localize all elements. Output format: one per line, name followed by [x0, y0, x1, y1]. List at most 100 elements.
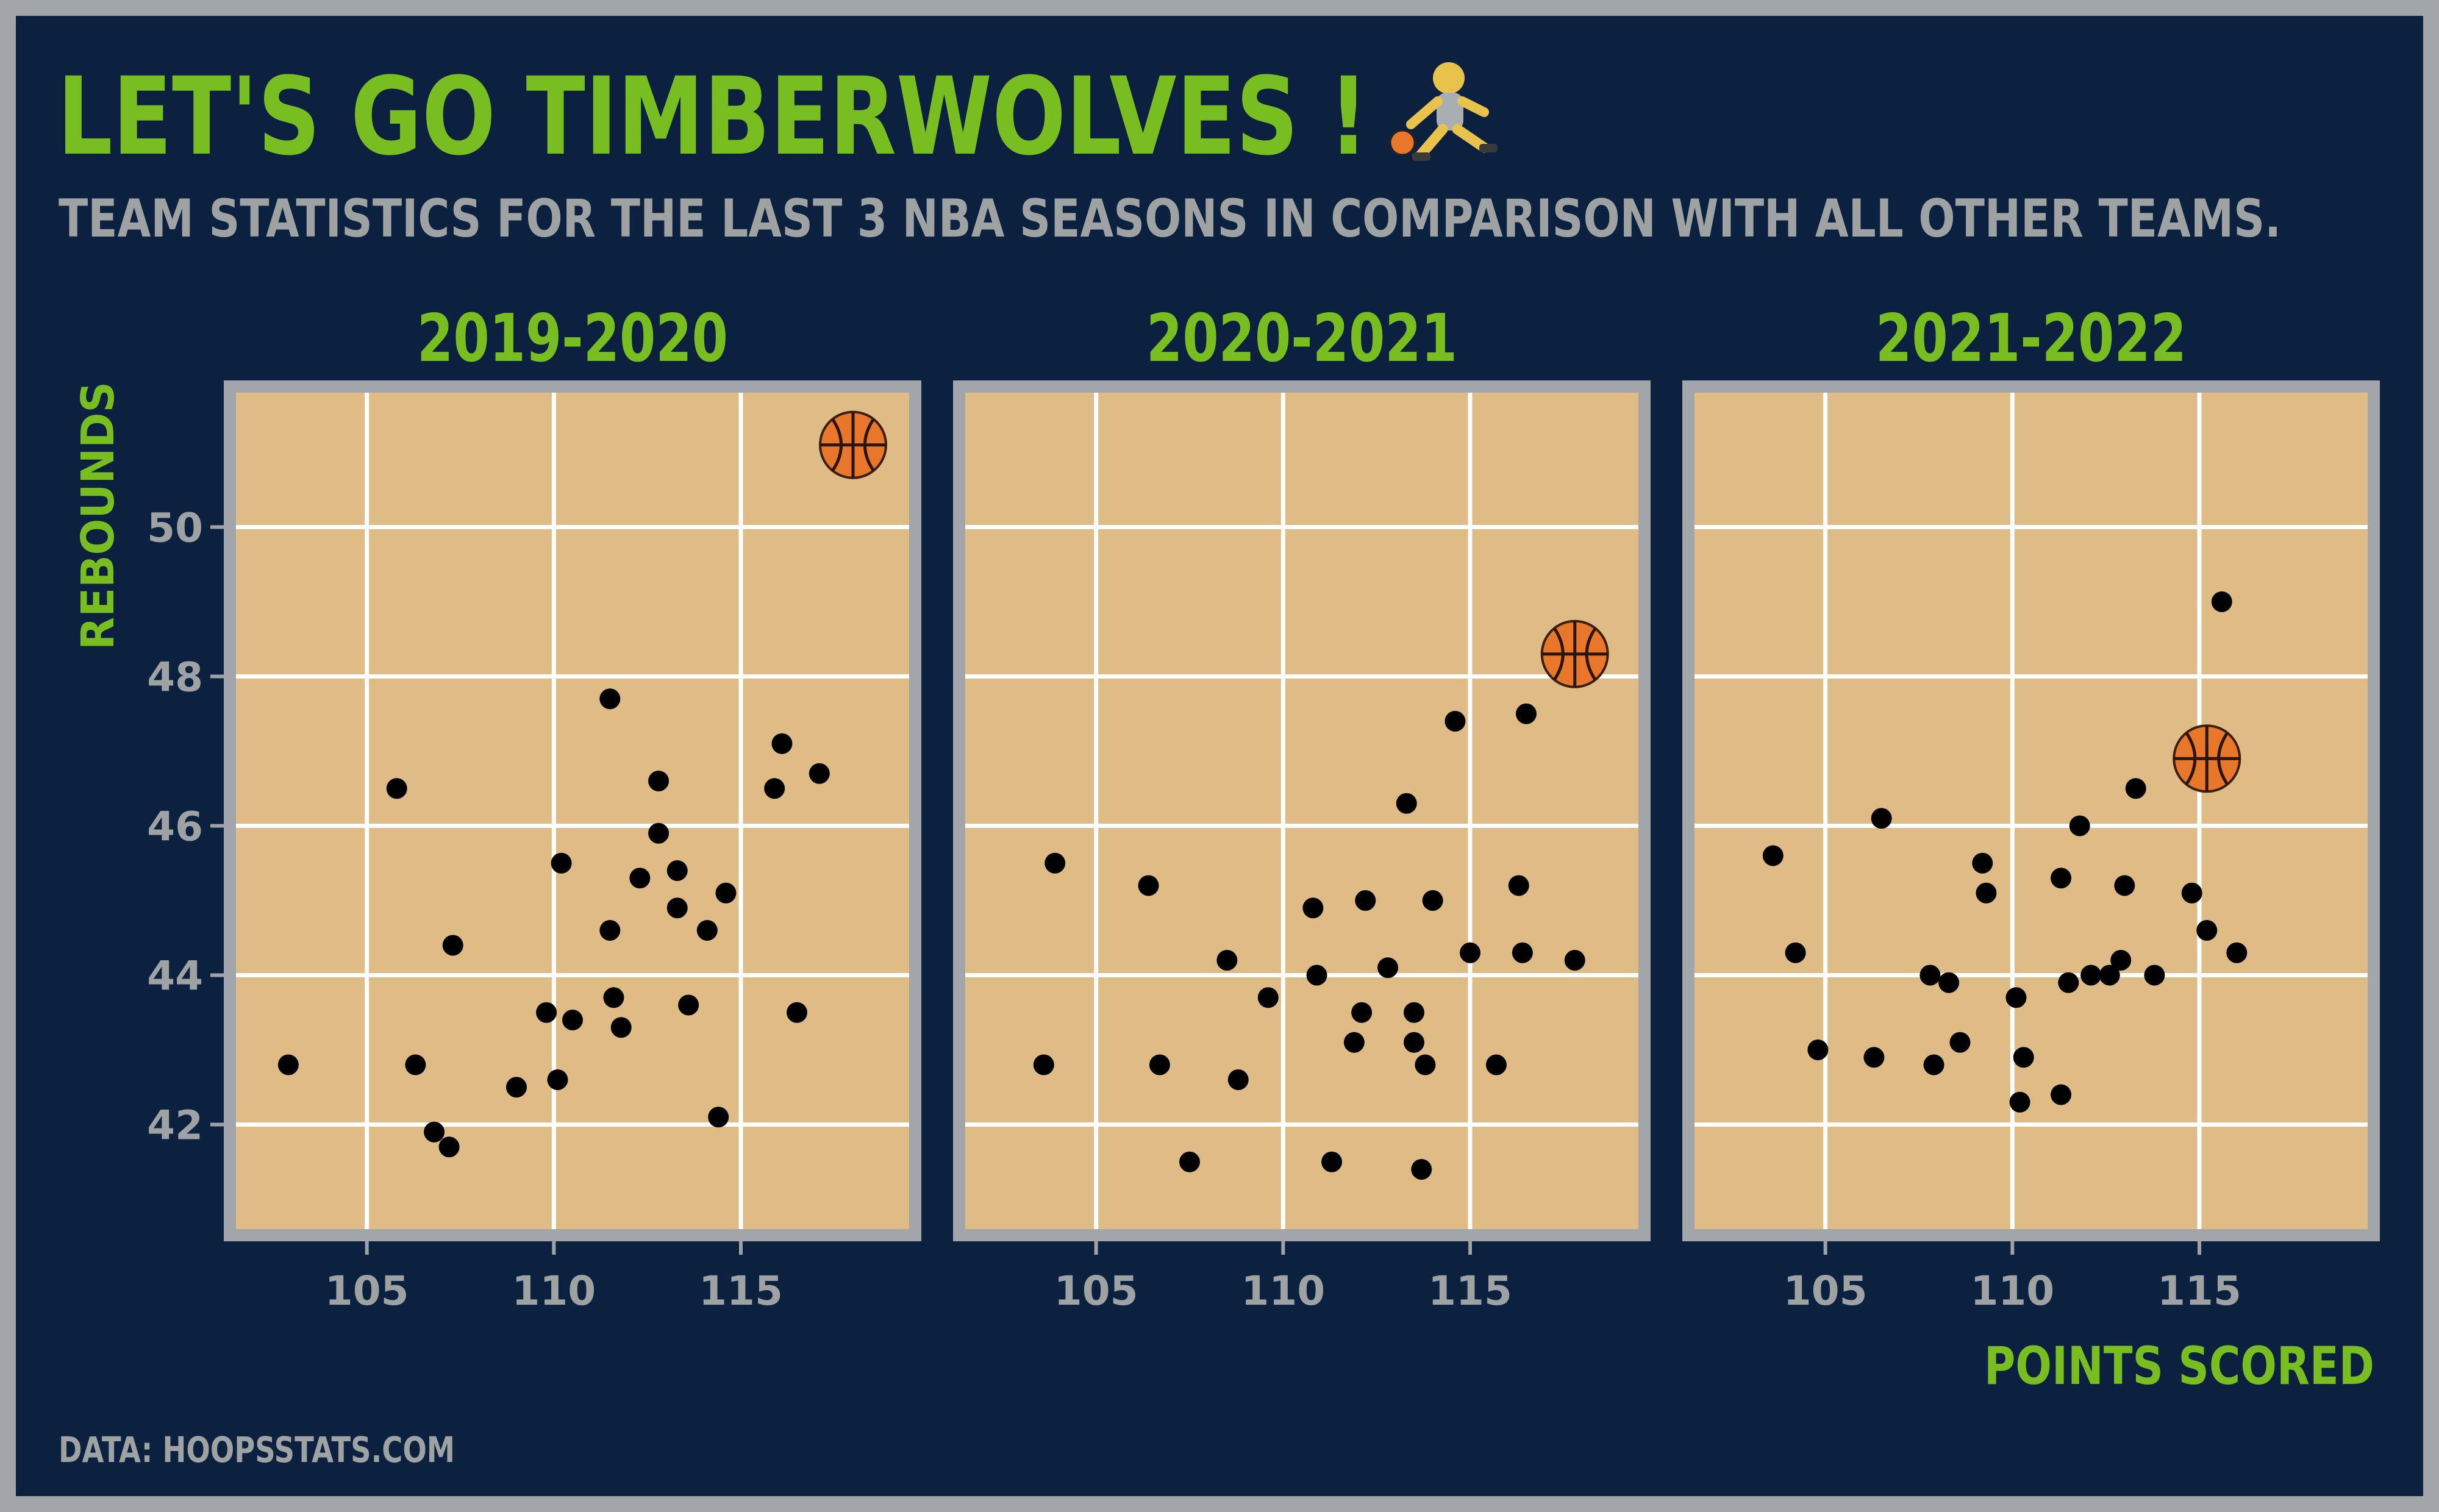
data-point	[708, 1107, 729, 1128]
data-point	[1033, 1054, 1054, 1075]
data-point	[1343, 1032, 1365, 1053]
panel-background	[965, 393, 1638, 1229]
data-point	[610, 1017, 632, 1038]
x-tick-label: 110	[1970, 1268, 2054, 1314]
x-tick-label: 115	[1428, 1268, 1512, 1314]
x-tick-label: 105	[325, 1268, 409, 1314]
x-tick-label: 105	[1054, 1268, 1138, 1314]
data-point	[1404, 1002, 1424, 1023]
data-point	[2009, 1091, 2030, 1113]
data-point	[1138, 875, 1159, 896]
data-point	[1564, 950, 1585, 971]
data-point	[506, 1077, 527, 1098]
data-point	[1871, 808, 1892, 829]
data-point	[764, 778, 785, 799]
data-point	[1411, 1159, 1432, 1180]
data-point	[678, 994, 699, 1016]
data-point	[1227, 1069, 1249, 1090]
data-point	[1306, 965, 1327, 986]
data-point	[2125, 778, 2146, 799]
data-point	[1422, 890, 1443, 911]
data-point	[666, 860, 688, 881]
data-point	[551, 852, 572, 874]
data-point	[1863, 1047, 1885, 1068]
data-point	[277, 1054, 299, 1075]
data-point	[438, 1136, 460, 1158]
data-point	[1351, 1002, 1373, 1023]
chart-title: LET'S GO TIMBERWOLVES !	[57, 54, 1368, 179]
basketball-icon	[819, 410, 887, 479]
y-axis-title: REBOUNDS	[72, 382, 124, 650]
data-point	[1976, 882, 1997, 904]
x-tick-label: 110	[1241, 1268, 1325, 1314]
facet-panel-2: 105 110 115 2020-2021	[953, 301, 1651, 1314]
data-point	[1355, 890, 1376, 911]
data-point	[2013, 1047, 2034, 1068]
data-point	[787, 1002, 807, 1023]
data-point	[2058, 972, 2079, 993]
data-point	[1512, 942, 1533, 963]
data-point	[1785, 942, 1806, 963]
data-point	[442, 935, 463, 956]
y-tick-label: 42	[147, 1102, 203, 1149]
panel-background	[236, 393, 909, 1229]
data-point	[1972, 852, 1993, 874]
data-point	[2005, 987, 2027, 1008]
y-tick-label: 50	[147, 505, 203, 552]
basketball-icon	[1540, 619, 1609, 688]
data-point	[1807, 1040, 1829, 1060]
data-point	[1938, 972, 1960, 993]
data-point	[2069, 815, 2090, 836]
data-point	[2051, 1084, 2072, 1105]
x-tick-label: 115	[2157, 1268, 2241, 1314]
facet-panel-1: 105 110 115 42 44 46 48 50 2019-2020	[147, 301, 921, 1314]
caption: DATA: HOOPSSTATS.COM	[59, 1429, 455, 1471]
data-point	[1460, 942, 1480, 963]
data-point	[1321, 1151, 1343, 1172]
facet-title: 2020-2021	[1146, 301, 1457, 377]
data-point	[2114, 875, 2135, 896]
data-point	[1516, 703, 1537, 724]
x-tick-label: 115	[699, 1268, 783, 1314]
data-point	[1149, 1054, 1170, 1075]
data-point	[386, 778, 407, 799]
data-point	[1949, 1032, 1971, 1053]
data-point	[405, 1054, 426, 1075]
data-point	[1257, 987, 1279, 1008]
data-point	[648, 771, 670, 791]
data-point	[1216, 950, 1238, 971]
data-point	[1485, 1054, 1507, 1075]
data-point	[547, 1069, 568, 1090]
data-point	[696, 920, 718, 941]
data-point	[2181, 882, 2202, 904]
data-point	[2196, 920, 2218, 941]
data-point	[648, 822, 670, 844]
chart-subtitle: TEAM STATISTICS FOR THE LAST 3 NBA SEASO…	[59, 188, 2281, 249]
basketball-icon	[2173, 724, 2241, 793]
data-point	[603, 987, 624, 1008]
data-point	[1508, 875, 1529, 896]
data-point	[2051, 868, 2072, 889]
data-point	[562, 1010, 583, 1030]
data-point	[2110, 950, 2132, 971]
data-point	[1762, 845, 1784, 866]
x-tick-label: 105	[1784, 1268, 1868, 1314]
data-point	[1377, 957, 1399, 979]
data-point	[666, 897, 688, 919]
y-tick-label: 46	[147, 804, 203, 850]
data-point	[2099, 965, 2120, 986]
facet-title: 2021-2022	[1876, 301, 2187, 377]
data-point	[809, 763, 830, 784]
chart-canvas: LET'S GO TIMBERWOLVES ! TEAM STATISTICS …	[57, 54, 2380, 1471]
data-point	[1045, 852, 1066, 874]
data-point	[1444, 711, 1466, 732]
data-point	[1923, 1054, 1944, 1075]
data-point	[1404, 1032, 1424, 1053]
data-point	[629, 868, 651, 889]
data-point	[599, 920, 621, 941]
x-tick-label: 110	[512, 1268, 596, 1314]
data-point	[1302, 897, 1324, 919]
chart-frame: LET'S GO TIMBERWOLVES ! TEAM STATISTICS …	[16, 16, 2423, 1496]
facet-panels: 105 110 115 42 44 46 48 50 2019-2020 105 110 115 202…	[147, 301, 2380, 1314]
x-axis-title: POINTS SCORED	[1984, 1336, 2374, 1397]
